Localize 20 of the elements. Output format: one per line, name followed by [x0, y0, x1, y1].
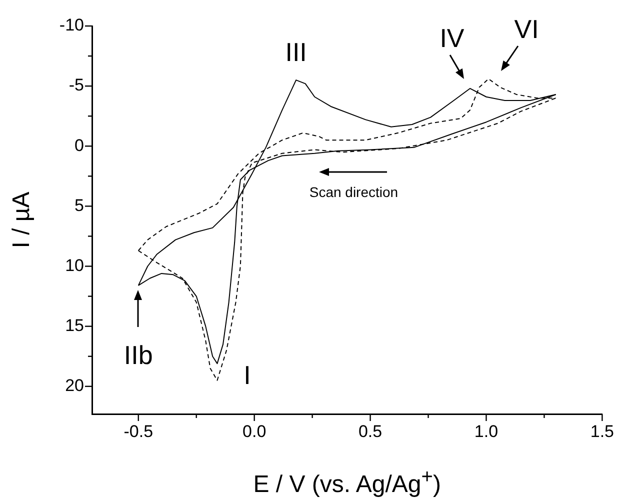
y-tick-label: 10 [65, 256, 84, 275]
y-tick-label: 20 [65, 376, 84, 396]
y-tick-label: 5 [74, 196, 84, 215]
x-tick-label: 1.0 [474, 422, 498, 441]
annotation: IIb [124, 340, 153, 370]
annotation: Scan direction [309, 184, 398, 200]
y-tick-label: 15 [65, 316, 84, 335]
x-tick-label: 0.0 [242, 422, 266, 441]
y-tick-label: 0 [74, 136, 84, 155]
annotation: I [244, 360, 251, 390]
y-tick-label: -5 [68, 76, 84, 95]
annotation: III [285, 37, 307, 68]
x-tick-label: 0.5 [358, 422, 382, 441]
x-axis-title: E / V (vs. Ag/Ag$^{+}$) [253, 466, 441, 498]
y-axis-title: I / µA [8, 192, 35, 248]
x-tick-label: -0.5 [124, 422, 154, 441]
annotation: VI [514, 14, 539, 44]
x-tick-label: 1.5 [590, 422, 614, 441]
annotation: IV [440, 23, 464, 54]
y-tick-label: -10 [59, 16, 84, 35]
